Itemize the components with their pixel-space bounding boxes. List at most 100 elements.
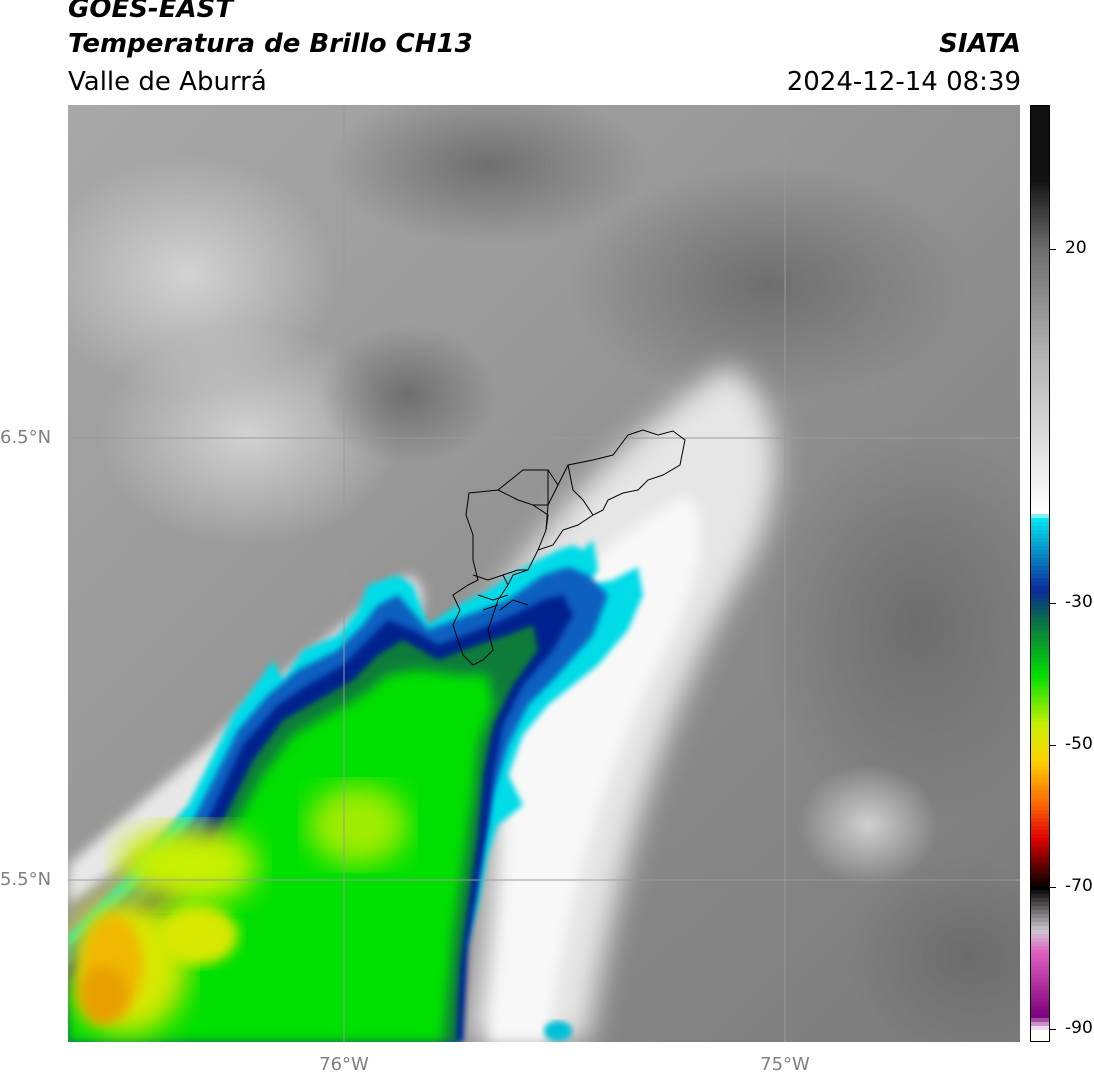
colorbar-segment: [1031, 546, 1049, 551]
colorbar-segment: [1031, 578, 1049, 583]
colorbar-segment: [1031, 142, 1049, 147]
colorbar-segment: [1031, 626, 1049, 631]
colorbar-label-minus50: -50: [1065, 734, 1093, 754]
colorbar-segment: [1031, 654, 1049, 659]
colorbar-segment: [1031, 850, 1049, 855]
colorbar-segment: [1031, 986, 1049, 991]
map-gridlines: [68, 105, 1020, 1042]
colorbar-segment: [1031, 774, 1049, 779]
colorbar-segment: [1031, 526, 1049, 531]
colorbar-segment: [1031, 662, 1049, 667]
colorbar-segment: [1031, 454, 1049, 459]
colorbar-segment: [1031, 618, 1049, 623]
colorbar-segment: [1031, 106, 1049, 111]
colorbar-segment: [1031, 818, 1049, 823]
colorbar-segment: [1031, 758, 1049, 763]
colorbar-segment: [1031, 466, 1049, 471]
colorbar-segment: [1031, 802, 1049, 807]
colorbar-segment: [1031, 846, 1049, 851]
colorbar-segment: [1031, 954, 1049, 959]
colorbar-segment: [1031, 338, 1049, 343]
colorbar-segment: [1031, 462, 1049, 467]
colorbar-segment: [1031, 110, 1049, 115]
colorbar-segment: [1031, 370, 1049, 375]
colorbar-segment: [1031, 682, 1049, 687]
colorbar-segment: [1031, 686, 1049, 691]
colorbar-segment: [1031, 534, 1049, 539]
colorbar-segment: [1031, 918, 1049, 923]
colorbar-label-minus30: -30: [1065, 592, 1093, 612]
product-title: Temperatura de Brillo CH13: [68, 29, 473, 59]
colorbar-segment: [1031, 650, 1049, 655]
colorbar-segment: [1031, 874, 1049, 879]
colorbar-segment: [1031, 622, 1049, 627]
temperature-colorbar: [1030, 105, 1050, 1042]
colorbar-segment: [1031, 166, 1049, 171]
colorbar-segment: [1031, 470, 1049, 475]
colorbar-segment: [1031, 614, 1049, 619]
colorbar-segment: [1031, 1030, 1049, 1035]
colorbar-segment: [1031, 298, 1049, 303]
colorbar-segment: [1031, 674, 1049, 679]
colorbar-segment: [1031, 206, 1049, 211]
colorbar-segment: [1031, 598, 1049, 603]
colorbar-segment: [1031, 450, 1049, 455]
colorbar-segment: [1031, 150, 1049, 155]
valle-de-aburra-boundaries: [452, 429, 686, 666]
colorbar-segment: [1031, 734, 1049, 739]
colorbar-segment: [1031, 950, 1049, 955]
colorbar-segment: [1031, 342, 1049, 347]
colorbar-segment: [1031, 514, 1049, 519]
colorbar-segment: [1031, 482, 1049, 487]
colorbar-segment: [1031, 202, 1049, 207]
colorbar-segment: [1031, 738, 1049, 743]
colorbar-segment: [1031, 310, 1049, 315]
colorbar-segment: [1031, 1038, 1049, 1041]
colorbar-segment: [1031, 190, 1049, 195]
colorbar-segment: [1031, 934, 1049, 939]
colorbar-segment: [1031, 438, 1049, 443]
colorbar-segment: [1031, 334, 1049, 339]
colorbar-segment: [1031, 290, 1049, 295]
colorbar-segment: [1031, 434, 1049, 439]
colorbar-segment: [1031, 870, 1049, 875]
colorbar-segment: [1031, 422, 1049, 427]
colorbar-segment: [1031, 698, 1049, 703]
colorbar-segment: [1031, 162, 1049, 167]
colorbar-segment: [1031, 906, 1049, 911]
colorbar-segment: [1031, 174, 1049, 179]
colorbar-segment: [1031, 194, 1049, 199]
colorbar-segment: [1031, 994, 1049, 999]
colorbar-segment: [1031, 322, 1049, 327]
colorbar-segment: [1031, 398, 1049, 403]
colorbar-segments: [1031, 106, 1049, 1041]
colorbar-segment: [1031, 806, 1049, 811]
colorbar-segment: [1031, 730, 1049, 735]
colorbar-segment: [1031, 922, 1049, 927]
colorbar-segment: [1031, 362, 1049, 367]
colorbar-segment: [1031, 222, 1049, 227]
colorbar-segment: [1031, 782, 1049, 787]
colorbar-segment: [1031, 230, 1049, 235]
colorbar-segment: [1031, 402, 1049, 407]
colorbar-segment: [1031, 582, 1049, 587]
colorbar-segment: [1031, 382, 1049, 387]
region-subtitle: Valle de Aburrá: [68, 67, 267, 97]
colorbar-segment: [1031, 586, 1049, 591]
colorbar-segment: [1031, 594, 1049, 599]
colorbar-label-20: 20: [1065, 238, 1087, 258]
colorbar-segment: [1031, 990, 1049, 995]
colorbar-segment: [1031, 354, 1049, 359]
colorbar-segment: [1031, 646, 1049, 651]
colorbar-tick-minus30: [1050, 603, 1056, 604]
organization-label: SIATA: [939, 29, 1021, 59]
colorbar-segment: [1031, 878, 1049, 883]
colorbar-segment: [1031, 158, 1049, 163]
convective-cloud-system: [68, 540, 643, 1042]
colorbar-segment: [1031, 302, 1049, 307]
colorbar-segment: [1031, 858, 1049, 863]
colorbar-segment: [1031, 910, 1049, 915]
colorbar-segment: [1031, 558, 1049, 563]
colorbar-segment: [1031, 186, 1049, 191]
colorbar-segment: [1031, 1018, 1049, 1023]
